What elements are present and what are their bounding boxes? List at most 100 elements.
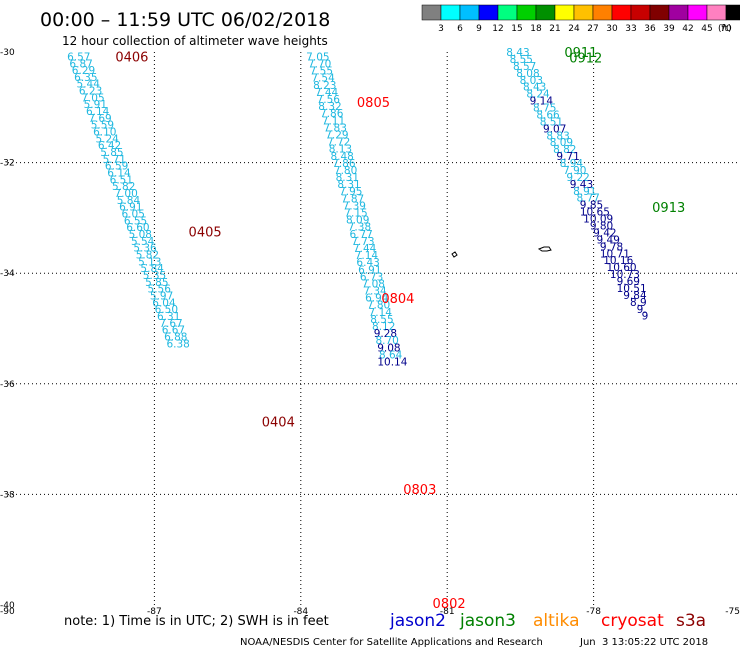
wave-height-value: 5.13: [138, 256, 161, 268]
colorbar-swatch: [554, 4, 575, 21]
wave-height-value: 8.66: [536, 109, 560, 121]
wave-height-value: 5.85: [145, 277, 168, 289]
y-tick-label: -38: [0, 490, 15, 500]
colorbar-swatch: [459, 4, 480, 21]
wave-height-value: 8.83: [546, 130, 569, 142]
pass-time-label: 0803: [403, 483, 436, 498]
wave-height-value: 7.87: [341, 193, 364, 205]
colorbar-label: 33: [625, 24, 636, 34]
wave-height-value: 6.42: [98, 140, 121, 152]
wave-height-value: 10.09: [583, 214, 613, 226]
colorbar-unit: (ft): [718, 24, 732, 34]
wave-height-value: 10.16: [603, 255, 633, 267]
pass-time-label: 0911: [564, 46, 597, 61]
wave-height-value: 5.44: [77, 79, 101, 91]
wave-height-value: 9.07: [543, 123, 566, 135]
y-tick-label: -36: [0, 380, 15, 390]
wave-height-value: 9.14: [530, 96, 554, 108]
wave-height-value: 6.05: [122, 209, 145, 221]
wave-height-value: 7.54: [311, 73, 335, 85]
colorbar-swatch: [573, 4, 594, 21]
colorbar-swatch: [440, 4, 461, 21]
wave-height-value: 8.32: [318, 101, 341, 113]
wave-height-value: 7.72: [327, 137, 350, 149]
colorbar-swatch: [706, 4, 727, 21]
wave-height-value: 7.90: [563, 165, 586, 177]
wave-height-value: 5.82: [136, 249, 159, 261]
wave-height-value: 7.14: [369, 307, 393, 319]
pass-time-label: 0406: [115, 50, 148, 65]
wave-height-value: 7.70: [308, 59, 331, 71]
wave-height-value: 9.80: [590, 221, 613, 233]
chart-title: 00:00 – 11:59 UTC 06/02/2018: [40, 9, 330, 31]
wave-height-value: 8.51: [540, 116, 563, 128]
wave-height-value: 8.31: [337, 179, 360, 191]
wave-height-value: 7.86: [320, 108, 344, 120]
wave-height-value: 7.69: [88, 113, 111, 125]
wave-height-value: 5.59: [91, 120, 114, 132]
pass-time-label: 0802: [433, 597, 466, 612]
wave-height-value: 7.55: [310, 66, 333, 78]
wave-height-value: 8.94: [560, 158, 584, 170]
wave-height-value: 10.60: [607, 262, 637, 274]
wave-height-value: 8.09: [346, 215, 369, 227]
colorbar-swatch: [478, 4, 499, 21]
wave-height-value: 5.36: [133, 243, 157, 255]
island-large: [537, 246, 552, 252]
y-tick-label: -32: [0, 159, 15, 169]
wave-height-value: 6.43: [356, 257, 379, 269]
wave-height-value: 6.55: [124, 215, 147, 227]
wave-height-value: 10.73: [610, 269, 640, 281]
coastline-islands: [451, 246, 552, 258]
colorbar-swatch: [516, 4, 537, 21]
wave-height-value: 5.82: [112, 181, 135, 193]
wave-height-value: 9.78: [600, 241, 623, 253]
wave-height-value: 7.00: [114, 188, 137, 200]
wave-height-value: 8.91: [573, 186, 596, 198]
wave-height-value: 7.05: [306, 51, 329, 63]
wave-height-value: 8.13: [329, 144, 352, 156]
wave-height-value: 7.83: [324, 122, 347, 134]
wave-height-value: 7.14: [355, 250, 379, 262]
x-axis-ticks: -90 -87 -84 -81 -78 -75: [0, 607, 740, 617]
footer-timestamp: Jun 3 13:05:22 UTC 2018: [579, 637, 708, 648]
wave-height-value: 8.82: [553, 144, 576, 156]
colorbar-label: 15: [511, 24, 522, 34]
wave-height-value: 5.24: [95, 133, 119, 145]
wave-height-value: 6.31: [157, 311, 180, 323]
wave-height-value: 6.04: [152, 297, 176, 309]
wave-height-value: 8.24: [526, 89, 550, 101]
wave-height-value: 9.49: [597, 234, 620, 246]
y-tick-label: -30: [0, 48, 15, 58]
wave-height-value: 6.10: [93, 127, 116, 139]
wave-height-value: 8.03: [520, 75, 543, 87]
pass-time-label: 0805: [357, 96, 390, 111]
wave-height-value: 6.94: [365, 293, 389, 305]
wave-height-value: 8.75: [533, 103, 556, 115]
y-tick-label: -34: [0, 269, 15, 279]
colorbar-label: 45: [701, 24, 712, 34]
wave-height-value: 5.97: [150, 290, 173, 302]
colorbar-label: 6: [457, 24, 463, 34]
colorbar-label: 9: [476, 24, 482, 34]
pass-time-label: 0404: [262, 415, 295, 430]
legend-cryosat: cryosat: [601, 611, 664, 631]
wave-height-value: 6.91: [358, 264, 381, 276]
legend-jason2: jason2: [389, 611, 446, 631]
colorbar-label: 42: [682, 24, 693, 34]
wave-height-value: 6.35: [74, 72, 97, 84]
colorbar-label: 70: [720, 24, 732, 34]
wave-height-value: 6.60: [126, 222, 149, 234]
wave-height-value: 8.55: [370, 314, 393, 326]
wave-height-value: 5.56: [148, 284, 172, 296]
wave-height-value: 6.51: [110, 174, 133, 186]
wave-height-value: 7.38: [348, 222, 371, 234]
wave-height-value: 8.12: [372, 321, 395, 333]
colorbar-swatch: [611, 4, 632, 21]
wave-height-value: 8.70: [375, 335, 398, 347]
colorbar-label: 27: [587, 24, 598, 34]
wave-height-value: 6.59: [105, 161, 128, 173]
wave-height-value: 7.05: [81, 92, 104, 104]
colorbar-swatch: [535, 4, 556, 21]
